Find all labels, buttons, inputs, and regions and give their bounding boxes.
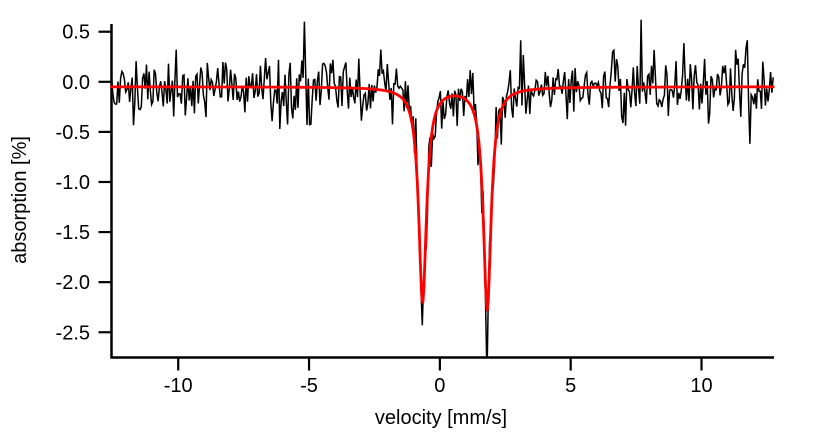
y-tick-label: -1.5 xyxy=(56,222,90,244)
y-tick-label: -2.5 xyxy=(56,322,90,344)
axis-spines xyxy=(110,24,774,359)
measured-series-line xyxy=(110,19,774,358)
data-layer xyxy=(110,19,775,358)
y-tick-label: -1.0 xyxy=(56,172,90,194)
x-axis-title: velocity [mm/s] xyxy=(375,407,507,429)
axes-layer: -10 -5 0 5 10 0.5 0.0 -0.5 -1.0 -1.5 -2.0 -2.5 xyxy=(56,22,774,397)
y-axis-title: absorption [%] xyxy=(9,136,31,264)
y-tick-label: -0.5 xyxy=(56,122,90,144)
x-tick-label: 5 xyxy=(565,375,576,397)
x-tick-label: -10 xyxy=(164,375,193,397)
fit-series-line xyxy=(110,85,775,312)
x-tick-label: -5 xyxy=(300,375,318,397)
y-tick-label: 0.0 xyxy=(62,72,90,94)
y-tick-label: 0.5 xyxy=(62,22,90,44)
x-tick-label: 0 xyxy=(434,375,445,397)
y-tick-label: -2.0 xyxy=(56,272,90,294)
x-tick-label: 10 xyxy=(690,375,712,397)
